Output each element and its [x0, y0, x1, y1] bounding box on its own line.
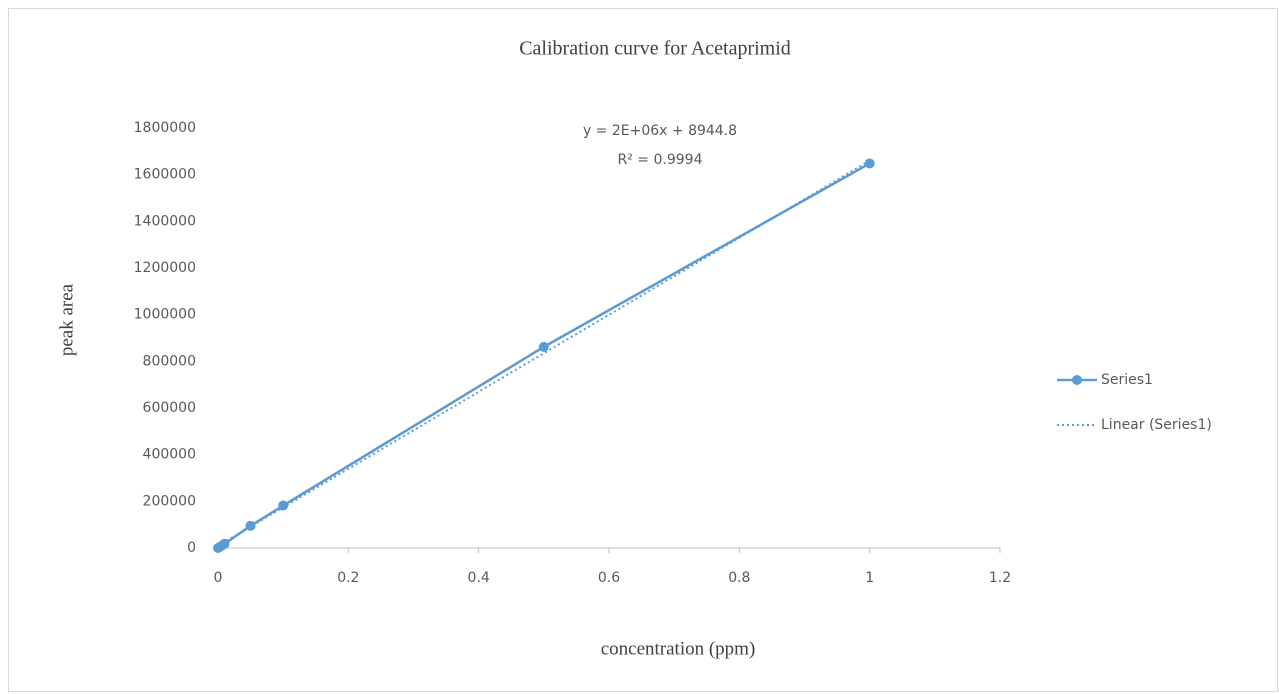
y-tick-label: 1200000 [134, 260, 196, 276]
x-tick-label: 1.2 [989, 570, 1011, 586]
y-tick-label: 600000 [143, 400, 196, 416]
chart-border [8, 8, 1278, 692]
data-point [864, 158, 875, 169]
data-point [245, 520, 256, 531]
y-tick-label: 1400000 [134, 213, 196, 229]
y-tick-label: 0 [187, 540, 196, 556]
x-tick-label: 0.4 [468, 570, 490, 586]
y-tick-label: 1800000 [134, 120, 196, 136]
y-tick-label: 1000000 [134, 307, 196, 323]
y-tick-label: 400000 [143, 447, 196, 463]
y-tick-label: 200000 [143, 493, 196, 509]
x-tick-label: 0.6 [598, 570, 620, 586]
data-point [278, 500, 289, 511]
legend-label: Series1 [1101, 372, 1153, 388]
chart-title: Calibration curve for Acetaprimid [519, 38, 791, 60]
data-point [538, 341, 549, 352]
trendline [217, 159, 871, 547]
trendline-equation: y = 2E+06x + 8944.8 [583, 123, 737, 139]
x-tick-label: 0.2 [337, 570, 359, 586]
x-tick-label: 1 [865, 570, 874, 586]
y-tick-label: 800000 [143, 353, 196, 369]
y-tick-label: 1600000 [134, 167, 196, 183]
y-axis-label: peak area [56, 283, 77, 356]
x-tick-label: 0.8 [728, 570, 750, 586]
legend-label: Linear (Series1) [1101, 417, 1212, 433]
r-squared: R² = 0.9994 [618, 152, 703, 168]
x-axis-label: concentration (ppm) [601, 638, 756, 659]
legend-marker [1072, 375, 1082, 385]
x-tick-label: 0 [214, 570, 223, 586]
